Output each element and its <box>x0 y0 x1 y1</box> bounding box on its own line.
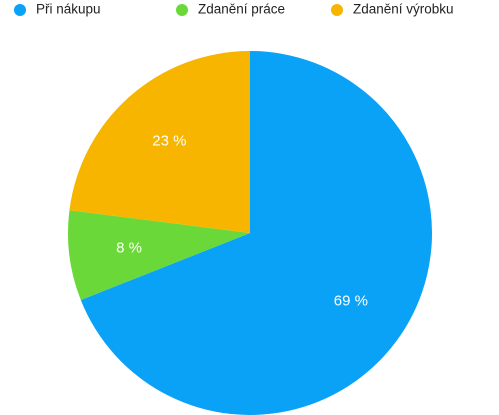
value-label: 23 % <box>152 133 186 150</box>
legend-label: Zdanění výrobku <box>353 2 454 17</box>
value-label: 8 % <box>116 239 142 256</box>
legend-swatch <box>14 4 26 16</box>
legend-swatch <box>331 4 343 16</box>
pie-slice <box>68 210 250 300</box>
legend-swatch <box>176 4 188 16</box>
legend-label: Zdanění práce <box>198 2 285 17</box>
legend-label: Při nákupu <box>36 2 101 17</box>
value-label: 69 % <box>334 293 368 310</box>
pie-slice <box>80 51 432 415</box>
pie-slice <box>69 51 251 233</box>
